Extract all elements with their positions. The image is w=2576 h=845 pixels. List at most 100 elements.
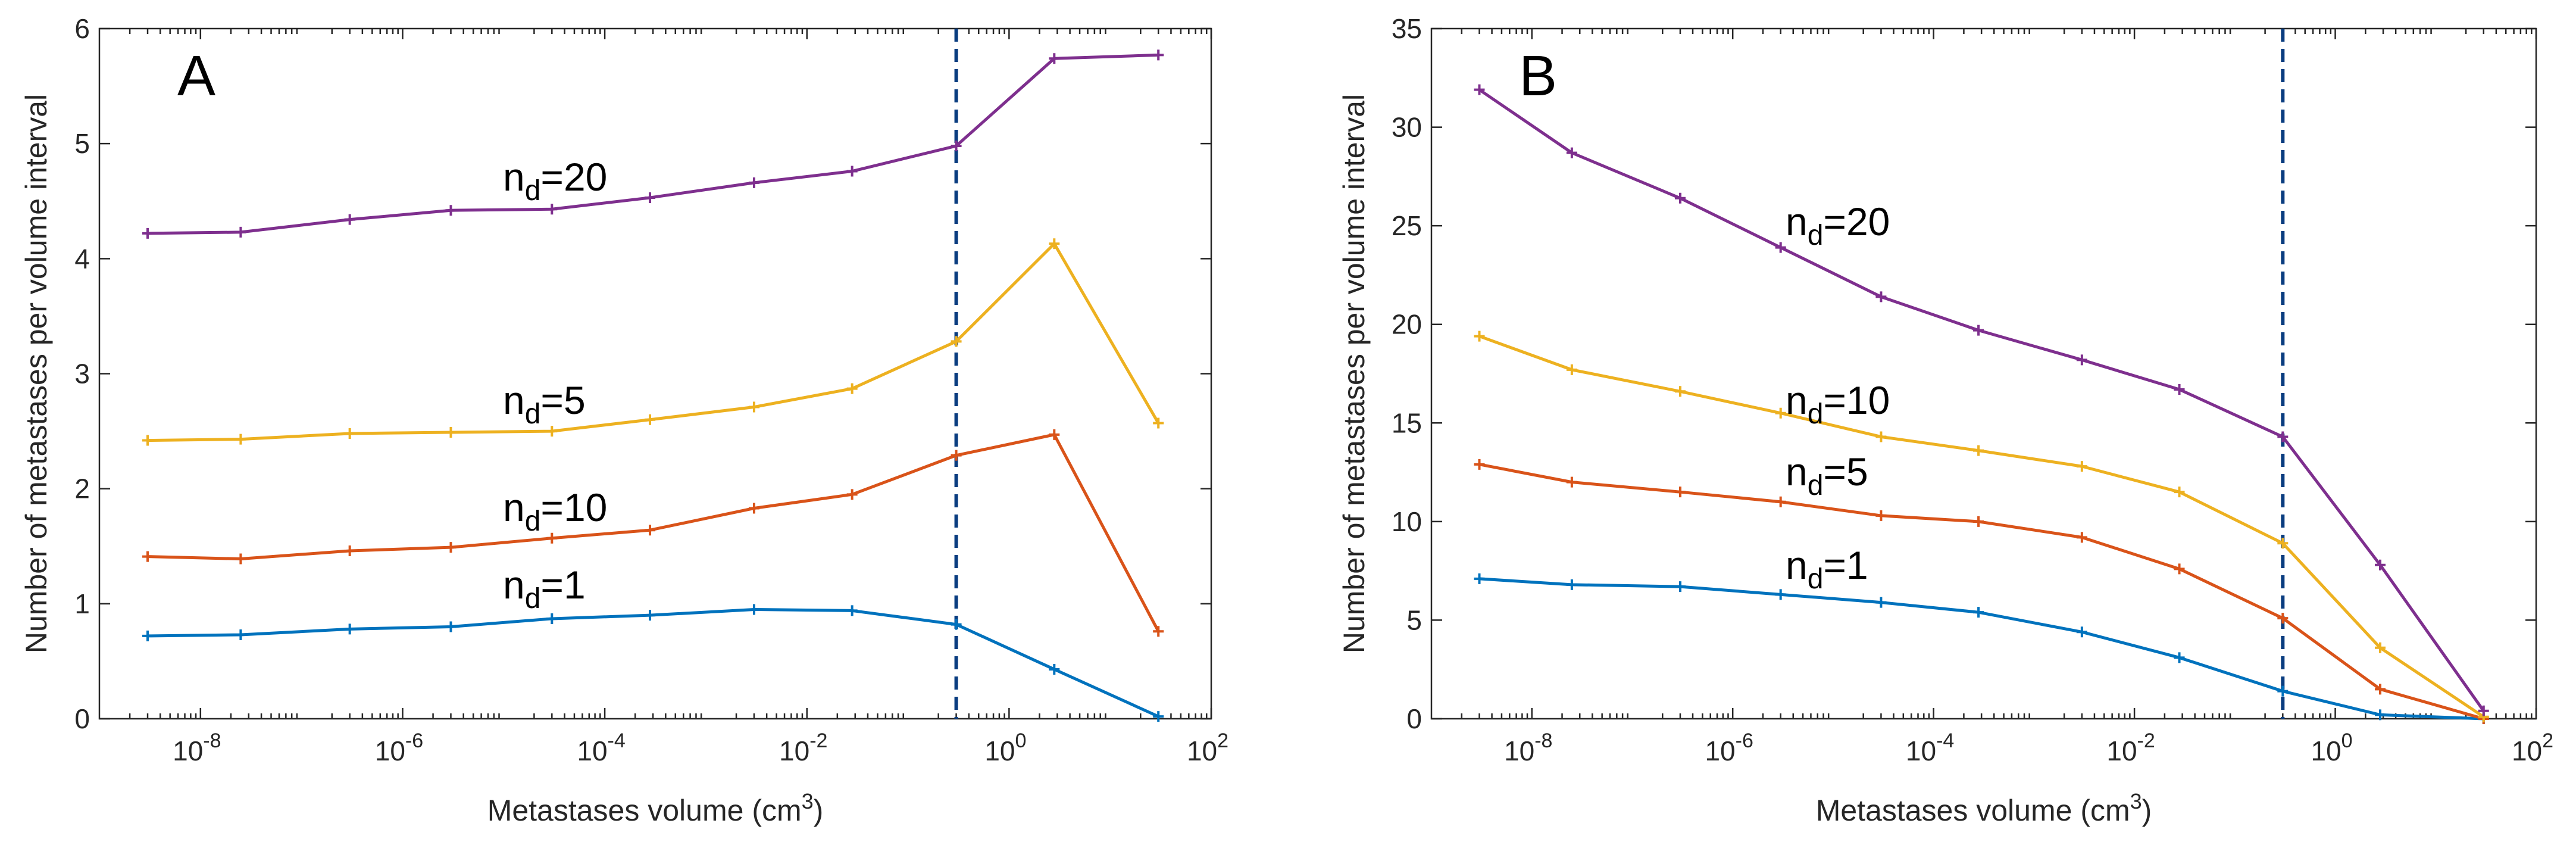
y-tick-label: 20 [1392,309,1422,340]
panel-letter: A [177,44,215,108]
series-n_d=10 [1474,330,2489,722]
data-point [748,401,759,413]
data-point [1674,487,1686,498]
data-point [748,604,759,615]
data-point [142,435,154,446]
data-point [2374,684,2386,695]
curve-label-n_d=1: nd=1 [503,563,586,615]
data-point [1973,607,1984,618]
data-point [2374,559,2386,570]
y-tick-label: 5 [74,128,90,159]
data-point [235,434,246,445]
data-point [1674,581,1686,593]
data-point [1775,589,1786,600]
data-point [546,426,558,437]
data-point [445,621,457,632]
x-tick-label: 10-6 [375,729,423,766]
data-point [1875,431,1887,442]
data-point [1153,626,1164,637]
y-tick-label: 4 [74,243,90,274]
data-point [1566,364,1577,375]
data-point [1973,445,1984,456]
data-point [951,141,962,152]
data-point [344,428,355,439]
data-point [142,551,154,562]
y-tick-label: 2 [74,473,90,504]
curve-label-n_d=20: nd=20 [1786,199,1890,251]
y-axis-title: Number of metastases per volume interval [1337,94,1371,653]
plot-area-frame [1430,27,2537,720]
data-point [2277,685,2289,697]
data-point [1875,291,1887,303]
x-tick-label: 10-8 [173,729,221,766]
data-point [1566,579,1577,590]
data-point [1566,476,1577,488]
data-point [846,383,858,394]
data-point [1153,49,1164,61]
y-tick-label: 10 [1392,506,1422,537]
y-tick-label: 15 [1392,407,1422,438]
data-point [645,192,656,203]
curve-label-n_d=10: nd=10 [1786,378,1890,430]
data-point [235,629,246,640]
data-point [142,630,154,641]
data-point [2076,532,2087,543]
data-point [951,336,962,347]
data-point [1049,663,1060,675]
y-tick-label: 6 [74,13,90,44]
data-point [344,214,355,225]
data-point [1153,711,1164,722]
series-n_d=1 [142,604,1164,722]
curve-label-n_d=20: nd=20 [503,155,607,207]
y-tick-label: 0 [74,703,90,734]
data-point [846,166,858,177]
data-point [1474,84,1485,95]
panel-letter: B [1519,44,1557,108]
y-tick-label: 3 [74,358,90,389]
x-axis-title: Metastases volume (cm3) [1816,789,2152,827]
y-tick-label: 1 [74,588,90,619]
data-point [951,619,962,630]
series-n_d=20 [1474,84,2489,716]
data-point [2277,431,2289,442]
data-point [1674,192,1686,204]
y-tick-label: 25 [1392,210,1422,241]
data-point [1775,242,1786,253]
curve-label-n_d=1: nd=1 [1786,543,1868,595]
data-point [235,553,246,565]
data-point [2478,705,2489,716]
data-point [2174,383,2185,395]
data-point [2174,652,2185,663]
data-point [1474,459,1485,470]
data-point [2277,613,2289,624]
x-tick-label: 102 [1187,729,1228,766]
data-point [1153,417,1164,429]
data-point [951,450,962,461]
data-point [445,427,457,438]
chart-panel-a: 0 1 2 3 4 5 6 10-8 10-6 10-4 10-2 100 102 nd=1 nd=5 nd=… [20,13,1228,827]
data-point [1474,573,1485,584]
data-point [846,605,858,616]
data-point [1049,238,1060,250]
chart-panel-b: 0 5 10 15 20 25 30 35 10-8 10-6 10-4 10-2 100 102 nd=1… [1337,13,2553,827]
series-n_d=20 [142,49,1164,239]
series-n_d=5 [142,429,1164,637]
curve-label-n_d=10: nd=10 [503,485,607,537]
series-n_d=10 [142,238,1164,446]
data-point [344,545,355,556]
data-point [546,532,558,544]
data-point [2174,487,2185,498]
x-tick-label: 100 [984,729,1026,766]
x-tick-label: 10-4 [577,729,625,766]
data-point [846,489,858,500]
y-tick-label: 5 [1406,604,1422,635]
data-point [2277,538,2289,549]
data-point [2076,461,2087,472]
data-point [1049,53,1060,64]
data-point [445,542,457,553]
data-point [1973,516,1984,527]
data-point [445,205,457,216]
data-point [748,503,759,514]
data-point [1875,597,1887,608]
